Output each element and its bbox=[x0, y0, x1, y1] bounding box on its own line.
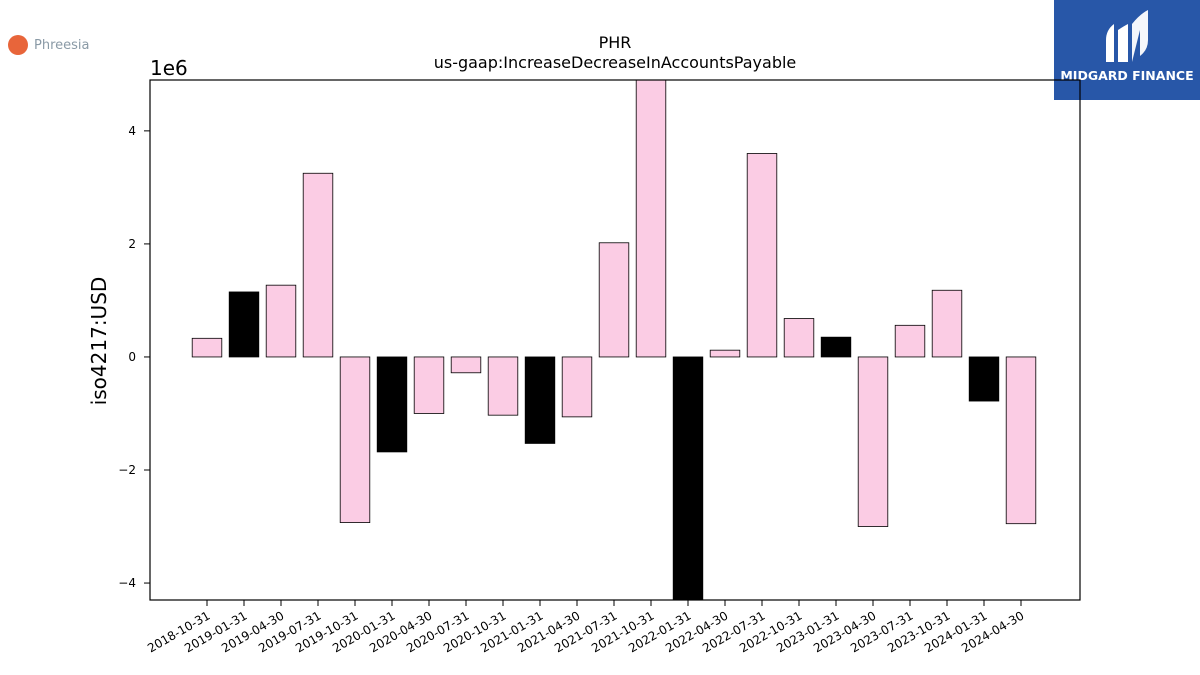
bar-2022-07-31 bbox=[746, 153, 778, 358]
phreesia-logo: Phreesia bbox=[8, 34, 90, 56]
bar-2019-01-31 bbox=[228, 291, 260, 358]
bar-2020-04-30 bbox=[413, 356, 445, 414]
chart-title: PHR bbox=[599, 33, 632, 52]
phreesia-logo-dot bbox=[8, 35, 28, 55]
bar-2021-07-31 bbox=[598, 242, 630, 358]
y-ticks-group: −4 −2 0 2 4 bbox=[118, 124, 150, 590]
bar-2023-01-31 bbox=[820, 336, 852, 358]
bar-2020-01-31 bbox=[376, 356, 408, 453]
bar-2019-04-30 bbox=[265, 284, 297, 358]
bar-2019-07-31 bbox=[302, 172, 334, 358]
bar-2021-04-30 bbox=[561, 356, 593, 418]
midgard-finance-logo: MIDGARD FINANCE bbox=[1054, 0, 1200, 100]
bar-2021-01-31 bbox=[524, 356, 556, 444]
plot-frame bbox=[149, 79, 1081, 601]
bar-2022-04-30 bbox=[709, 349, 741, 358]
y-tick-label: −2 bbox=[118, 463, 136, 477]
y-multiplier-label: 1e6 bbox=[150, 56, 188, 80]
bar-2018-10-31 bbox=[191, 337, 223, 358]
bar-2020-07-31 bbox=[450, 356, 482, 374]
bar-2021-10-31 bbox=[635, 79, 667, 358]
midgard-logo-text: MIDGARD FINANCE bbox=[1060, 68, 1194, 83]
bar-2023-10-31 bbox=[931, 289, 963, 358]
chart-subtitle: us-gaap:IncreaseDecreaseInAccountsPayabl… bbox=[434, 53, 797, 72]
y-tick-label: 0 bbox=[128, 350, 136, 364]
phreesia-logo-text: Phreesia bbox=[34, 37, 90, 53]
y-axis-label: iso4217:USD bbox=[87, 277, 111, 406]
y-tick-label: −4 bbox=[118, 576, 136, 590]
bars-group bbox=[191, 79, 1037, 601]
bar-2023-04-30 bbox=[857, 356, 889, 527]
y-tick-label: 2 bbox=[128, 237, 136, 251]
y-tick-label: 4 bbox=[128, 124, 136, 138]
x-ticks-group: 2018-10-312019-01-312019-04-302019-07-31… bbox=[145, 600, 1027, 655]
bar-2022-01-31 bbox=[672, 356, 704, 601]
bar-2020-10-31 bbox=[487, 356, 519, 416]
bar-2022-10-31 bbox=[783, 318, 815, 358]
bar-2023-07-31 bbox=[894, 324, 926, 358]
midgard-logo-mark-icon bbox=[1106, 10, 1148, 62]
bar-2024-01-31 bbox=[968, 356, 1000, 402]
bar-2019-10-31 bbox=[339, 356, 371, 523]
bar-2024-04-30 bbox=[1005, 356, 1037, 525]
